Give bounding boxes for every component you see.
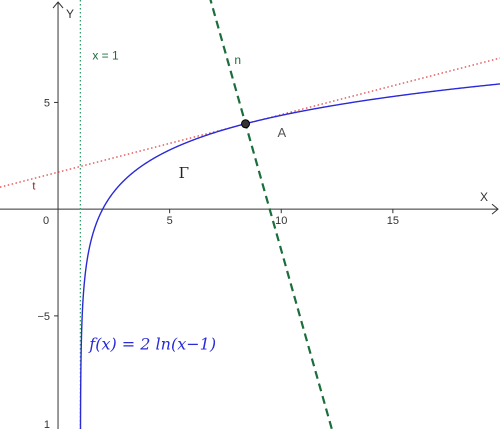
curve-name-label: Γ bbox=[179, 164, 189, 182]
function-formula: f(x) = 2 ln(x−1) bbox=[88, 335, 216, 354]
asymptote-label: x = 1 bbox=[92, 48, 119, 62]
x-axis-label: X bbox=[480, 190, 488, 204]
axis-ticks: 0 5 10 15 5 −5 1 bbox=[37, 97, 398, 429]
y-axis-arrow bbox=[52, 1, 64, 9]
normal-label: n bbox=[234, 53, 241, 67]
point-a-label: A bbox=[278, 125, 287, 140]
y-tick-label: −5 bbox=[37, 311, 50, 323]
y-tick-label: 1 bbox=[44, 419, 50, 429]
tangent-label: t bbox=[32, 181, 35, 193]
x-axis-arrow bbox=[491, 203, 499, 215]
y-tick-label: 5 bbox=[44, 97, 50, 109]
x-tick-label: 0 bbox=[43, 215, 49, 227]
x-tick-label: 5 bbox=[167, 215, 173, 227]
x-tick-label: 10 bbox=[275, 215, 287, 227]
x-tick-label: 15 bbox=[387, 215, 399, 227]
normal-line bbox=[209, 0, 333, 429]
y-axis-label: Y bbox=[66, 7, 74, 21]
function-curve bbox=[79, 83, 500, 429]
point-a[interactable] bbox=[241, 119, 251, 129]
